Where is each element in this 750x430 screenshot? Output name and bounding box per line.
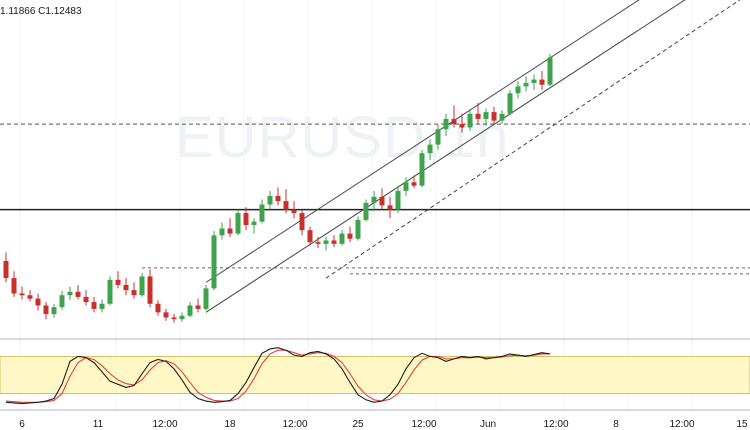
candle-body [507,93,513,114]
x-tick-label: 11 [93,419,104,430]
candle-body [107,279,113,304]
candle-body [363,202,369,220]
candle-body [435,129,441,145]
candle-body [515,86,521,94]
candle-body [43,305,49,315]
channel-line [325,0,741,279]
candle-body [227,228,233,234]
x-tick-label: 25 [352,419,364,430]
x-tick-label: Jun [480,419,496,430]
candle-body [475,113,481,119]
x-tick-label: 6 [19,419,25,430]
candle-body [467,113,473,128]
candle-body [91,302,97,309]
candle-body [451,118,457,125]
candle-body [299,213,305,231]
candle-body [443,118,449,130]
x-tick-label: 12:00 [411,419,436,430]
candle-body [491,112,497,121]
x-tick-label: 8 [613,419,619,430]
candle-body [427,144,433,154]
candle-body [3,260,9,279]
candle-body [139,276,145,296]
candle-body [323,240,329,244]
candle-body [155,303,161,313]
candle-body [539,79,545,85]
x-tick-label: 12:00 [282,419,307,430]
candle-body [131,290,137,296]
candle-body [115,279,121,285]
candle-body [219,228,225,236]
candle-body [211,235,217,289]
candle-body [275,195,281,202]
candle-body [387,205,393,210]
candle-body [523,83,529,87]
stochastic-d-line [5,349,550,403]
candle-body [235,213,241,234]
candle-body [459,124,465,128]
channel-line [205,0,640,283]
x-tick-label: 15 [736,419,748,430]
candle-body [163,312,169,318]
candle-body [147,276,153,304]
ohlc-readout: 1.11866 C1.12483 [0,6,82,17]
candle-body [75,291,81,297]
candle-body [123,284,129,291]
candle-body [203,288,209,309]
symbol-watermark: EURUSD,1h [175,105,510,170]
candle-body [59,295,65,308]
candle-body [51,307,57,315]
candle-body [171,317,177,320]
candle-body [531,79,537,84]
candle-body [187,305,193,316]
candle-body [411,182,417,186]
candle-body [251,221,257,226]
candle-body [195,305,201,309]
candle-body [547,57,553,85]
candle-body [339,233,345,244]
candle-body [307,230,313,243]
candle-body [355,219,361,239]
candle-body [267,195,273,205]
x-tick-label: 18 [224,419,236,430]
candle-body [483,112,489,119]
candle-body [67,291,73,296]
candle-body [11,278,17,294]
x-tick-label: 12:00 [152,419,177,430]
stochastic-k-line [5,347,551,405]
x-tick-label: 12:00 [543,419,568,430]
candle-body [379,196,385,206]
candle-body [291,209,297,214]
candle-body [403,182,409,191]
candle-body [315,242,321,244]
candle-body [19,293,25,296]
candle-body [371,196,377,203]
candle-body [283,201,289,210]
candle-body [27,295,33,299]
candle-body [179,315,185,320]
candle-body [35,298,41,306]
candle-body [499,113,505,121]
candle-body [347,233,353,239]
candle-body [83,296,89,303]
candle-body [395,190,401,210]
x-tick-label: 12:00 [669,419,694,430]
candle-body [243,213,249,226]
candle-body [331,240,337,244]
stochastic-zone [0,355,750,394]
candle-body [259,204,265,222]
channel-line [205,0,686,313]
candle-body [419,153,425,186]
candle-body [99,303,105,309]
